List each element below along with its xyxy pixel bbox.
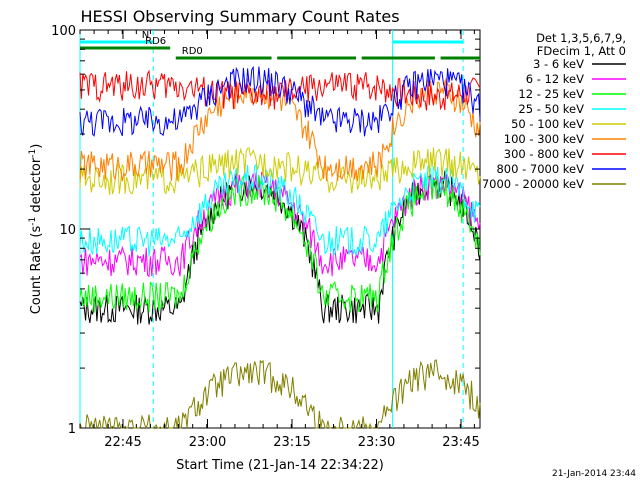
x-tick-label: 23:45 [442,435,479,450]
legend-label: 6 - 12 keV [526,72,584,86]
series-line [79,163,481,257]
flag-label: RD6 [145,36,166,47]
legend-label: 7000 - 20000 keV [482,177,584,191]
flag-label: N [142,30,149,41]
series-line [79,171,481,278]
flag-label: RD0 [182,46,203,57]
series-line [79,65,481,137]
y-tick-label: 1 [68,422,76,437]
legend-label: 25 - 50 keV [518,102,584,116]
y-tick-label: 100 [51,24,76,39]
legend-label: 100 - 300 keV [504,132,584,146]
footer-date: 21-Jan-2014 23:44 [552,469,636,479]
x-tick-label: 23:00 [189,435,226,450]
series-line [79,359,481,430]
y-tick-label: 10 [59,223,76,238]
legend: Det 1,3,5,6,7,9,FDecim 1, Att 03 - 6 keV… [482,31,626,191]
series-line [79,147,481,195]
legend-label: 800 - 7000 keV [496,162,584,176]
y-axis-label: Count Rate (s-1 detector-1) [28,144,44,315]
x-tick-label: 23:15 [273,435,310,450]
legend-label: 50 - 100 keV [511,117,584,131]
legend-header: FDecim 1, Att 0 [537,44,626,58]
chart-title: HESSI Observing Summary Count Rates [80,7,399,26]
series-line [79,69,481,111]
legend-label: 3 - 6 keV [533,57,584,71]
x-tick-label: 23:30 [358,435,395,450]
x-tick-label: 22:45 [104,435,141,450]
legend-header: Det 1,3,5,6,7,9, [536,31,626,45]
legend-label: 300 - 800 keV [504,147,584,161]
x-axis-label: Start Time (21-Jan-14 22:34:22) [176,458,384,473]
legend-label: 12 - 25 keV [518,87,584,101]
